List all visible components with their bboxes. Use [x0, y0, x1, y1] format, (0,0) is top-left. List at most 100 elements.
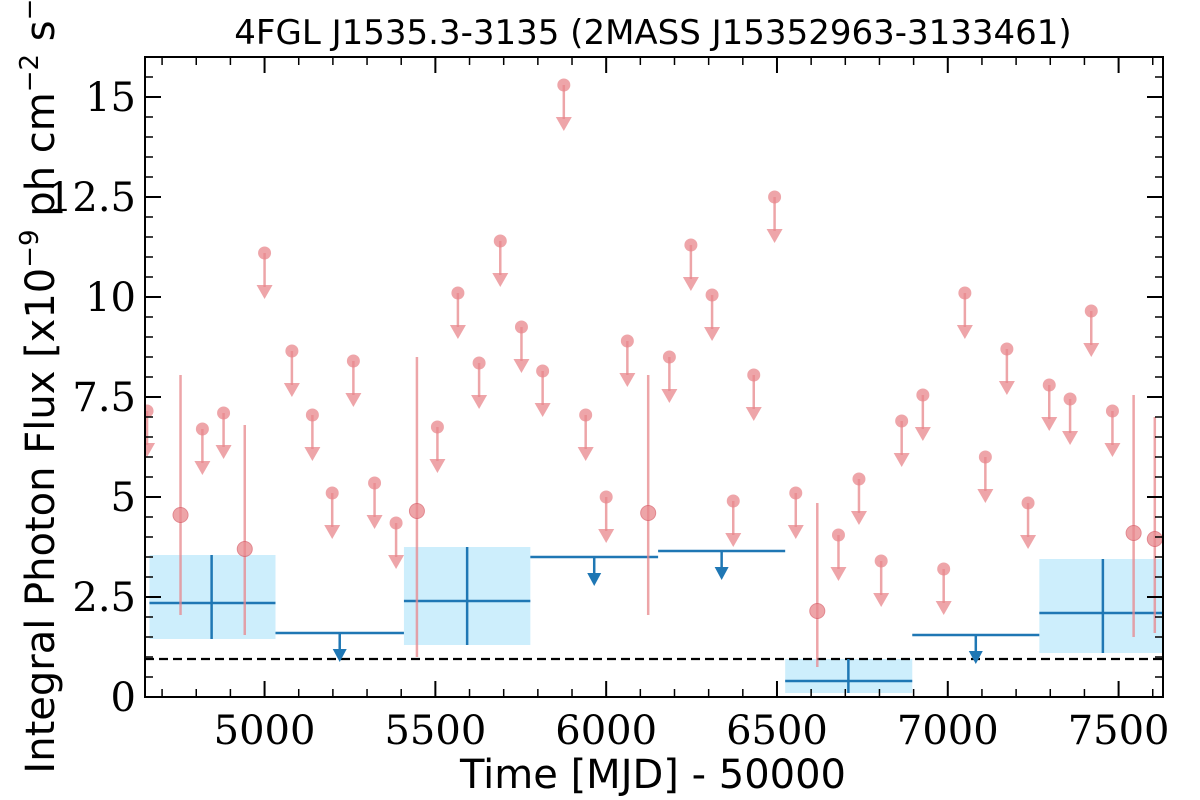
long-bin-ul-arrow	[714, 567, 729, 580]
short-bin-ul-point	[599, 490, 613, 504]
short-bin-ul-point	[536, 364, 550, 378]
short-bin-ul-arrow	[256, 285, 273, 299]
short-bin-ul-arrow	[682, 277, 699, 291]
short-bin-ul-arrow	[787, 525, 804, 539]
short-bin-ul-arrow	[388, 555, 405, 569]
short-bin-ul-arrow	[534, 403, 551, 417]
short-bin-ul-point	[1105, 404, 1119, 418]
long-bin-ul-arrow	[332, 649, 347, 662]
short-bin-ul-point	[217, 406, 231, 420]
short-bin-ul-point	[831, 528, 845, 542]
short-bin-ul-arrow	[324, 525, 341, 539]
short-bin-ul-arrow	[998, 381, 1015, 395]
short-bin-ul-point	[978, 450, 992, 464]
x-tick-label: 7500	[1068, 708, 1170, 754]
data-marks	[145, 78, 1163, 693]
short-bin-ul-arrow	[345, 393, 362, 407]
short-bin-ul-point	[705, 288, 719, 302]
short-bin-ul-point	[430, 420, 444, 434]
short-bin-ul-point	[1063, 392, 1077, 406]
y-tick-label: 10	[85, 275, 136, 321]
short-bin-ul-point	[514, 320, 528, 334]
short-bin-ul-arrow	[893, 453, 910, 467]
short-bin-ul-point	[852, 472, 866, 486]
x-tick-label: 5500	[384, 708, 486, 754]
short-bin-ul-point	[285, 344, 299, 358]
short-bin-point	[1125, 525, 1142, 541]
short-bin-ul-arrow	[1041, 417, 1058, 431]
x-axis-label: Time [MJD] - 50000	[459, 752, 846, 798]
short-bin-ul-arrow	[1020, 535, 1037, 549]
y-axis-label-prefix: Integral Photon Flux [x10	[18, 268, 64, 774]
short-bin-ul-arrow	[555, 117, 572, 131]
short-bin-ul-point	[368, 476, 382, 490]
short-bin-ul-arrow	[513, 359, 530, 373]
long-bin-band	[1039, 559, 1163, 653]
short-bin-ul-arrow	[850, 511, 867, 525]
short-bin-ul-point	[662, 350, 676, 364]
short-bin-ul-arrow	[914, 427, 931, 441]
chart-title: 4FGL J1535.3-3135 (2MASS J15352963-31334…	[234, 13, 1071, 53]
short-bin-ul-arrow	[1083, 343, 1100, 357]
y-tick-label: 5	[111, 475, 136, 521]
short-bin-ul-point	[620, 334, 634, 348]
short-bin-ul-arrow	[830, 567, 847, 581]
x-tick-label: 6500	[726, 708, 828, 754]
y-tick-label: 2.5	[72, 575, 136, 621]
short-bin-ul-arrow	[283, 383, 300, 397]
x-tick-label: 5000	[214, 708, 316, 754]
short-bin-ul-arrow	[1104, 443, 1121, 457]
short-bin-ul-arrow	[935, 601, 952, 615]
short-bin-ul-point	[1021, 496, 1035, 510]
y-axis-label-exp2: −2	[15, 54, 45, 92]
short-bin-ul-arrow	[471, 395, 488, 409]
y-tick-label: 0	[111, 675, 136, 721]
long-bin-ul-arrow	[587, 573, 602, 586]
short-bin-ul-point	[684, 238, 698, 252]
short-bin-ul-point	[958, 286, 972, 300]
short-bin-ul-arrow	[366, 515, 383, 529]
y-axis-label-mid: ph cm	[18, 92, 64, 229]
short-bin-ul-point	[726, 494, 740, 508]
short-bin-ul-point	[874, 554, 888, 568]
short-bin-ul-point	[789, 486, 803, 500]
short-bin-point	[640, 505, 657, 521]
short-bin-ul-arrow	[1062, 431, 1079, 445]
short-bin-ul-arrow	[619, 373, 636, 387]
short-bin-ul-arrow	[766, 229, 783, 243]
short-bin-ul-point	[768, 190, 782, 204]
y-axis-label-exp1: −9	[15, 229, 45, 267]
short-bin-ul-arrow	[661, 389, 678, 403]
short-bin-ul-point	[1042, 378, 1056, 392]
short-bin-ul-arrow	[304, 447, 321, 461]
short-bin-ul-arrow	[704, 327, 721, 341]
short-bin-point	[172, 507, 189, 523]
short-bin-ul-point	[557, 78, 571, 92]
short-bin-ul-point	[1000, 342, 1014, 356]
short-bin-ul-point	[325, 486, 339, 500]
short-bin-point	[408, 503, 425, 519]
short-bin-ul-point	[493, 234, 507, 248]
short-bin-ul-arrow	[873, 593, 890, 607]
short-bin-ul-arrow	[725, 533, 742, 547]
short-bin-ul-arrow	[745, 407, 762, 421]
x-tick-label: 7000	[897, 708, 999, 754]
y-tick-label: 15	[85, 75, 136, 121]
short-bin-ul-point	[747, 368, 761, 382]
short-bin-point	[236, 541, 253, 557]
short-bin-ul-point	[195, 422, 209, 436]
short-bin-ul-arrow	[977, 489, 994, 503]
short-bin-point	[809, 603, 826, 619]
short-bin-ul-point	[895, 414, 909, 428]
axes: 5000 5500 6000 6500 7000 7500 0 2.5 5 7.5 10 12.5 15	[47, 56, 1170, 754]
short-bin-ul-point	[346, 354, 360, 368]
y-tick-label: 12.5	[47, 175, 136, 221]
long-bin-ul-arrow	[968, 651, 983, 664]
short-bin-ul-arrow	[449, 325, 466, 339]
short-bin-ul-arrow	[194, 461, 211, 475]
short-bin-ul-point	[389, 516, 403, 530]
short-bin-ul-point	[916, 388, 930, 402]
short-bin-ul-arrow	[598, 529, 615, 543]
